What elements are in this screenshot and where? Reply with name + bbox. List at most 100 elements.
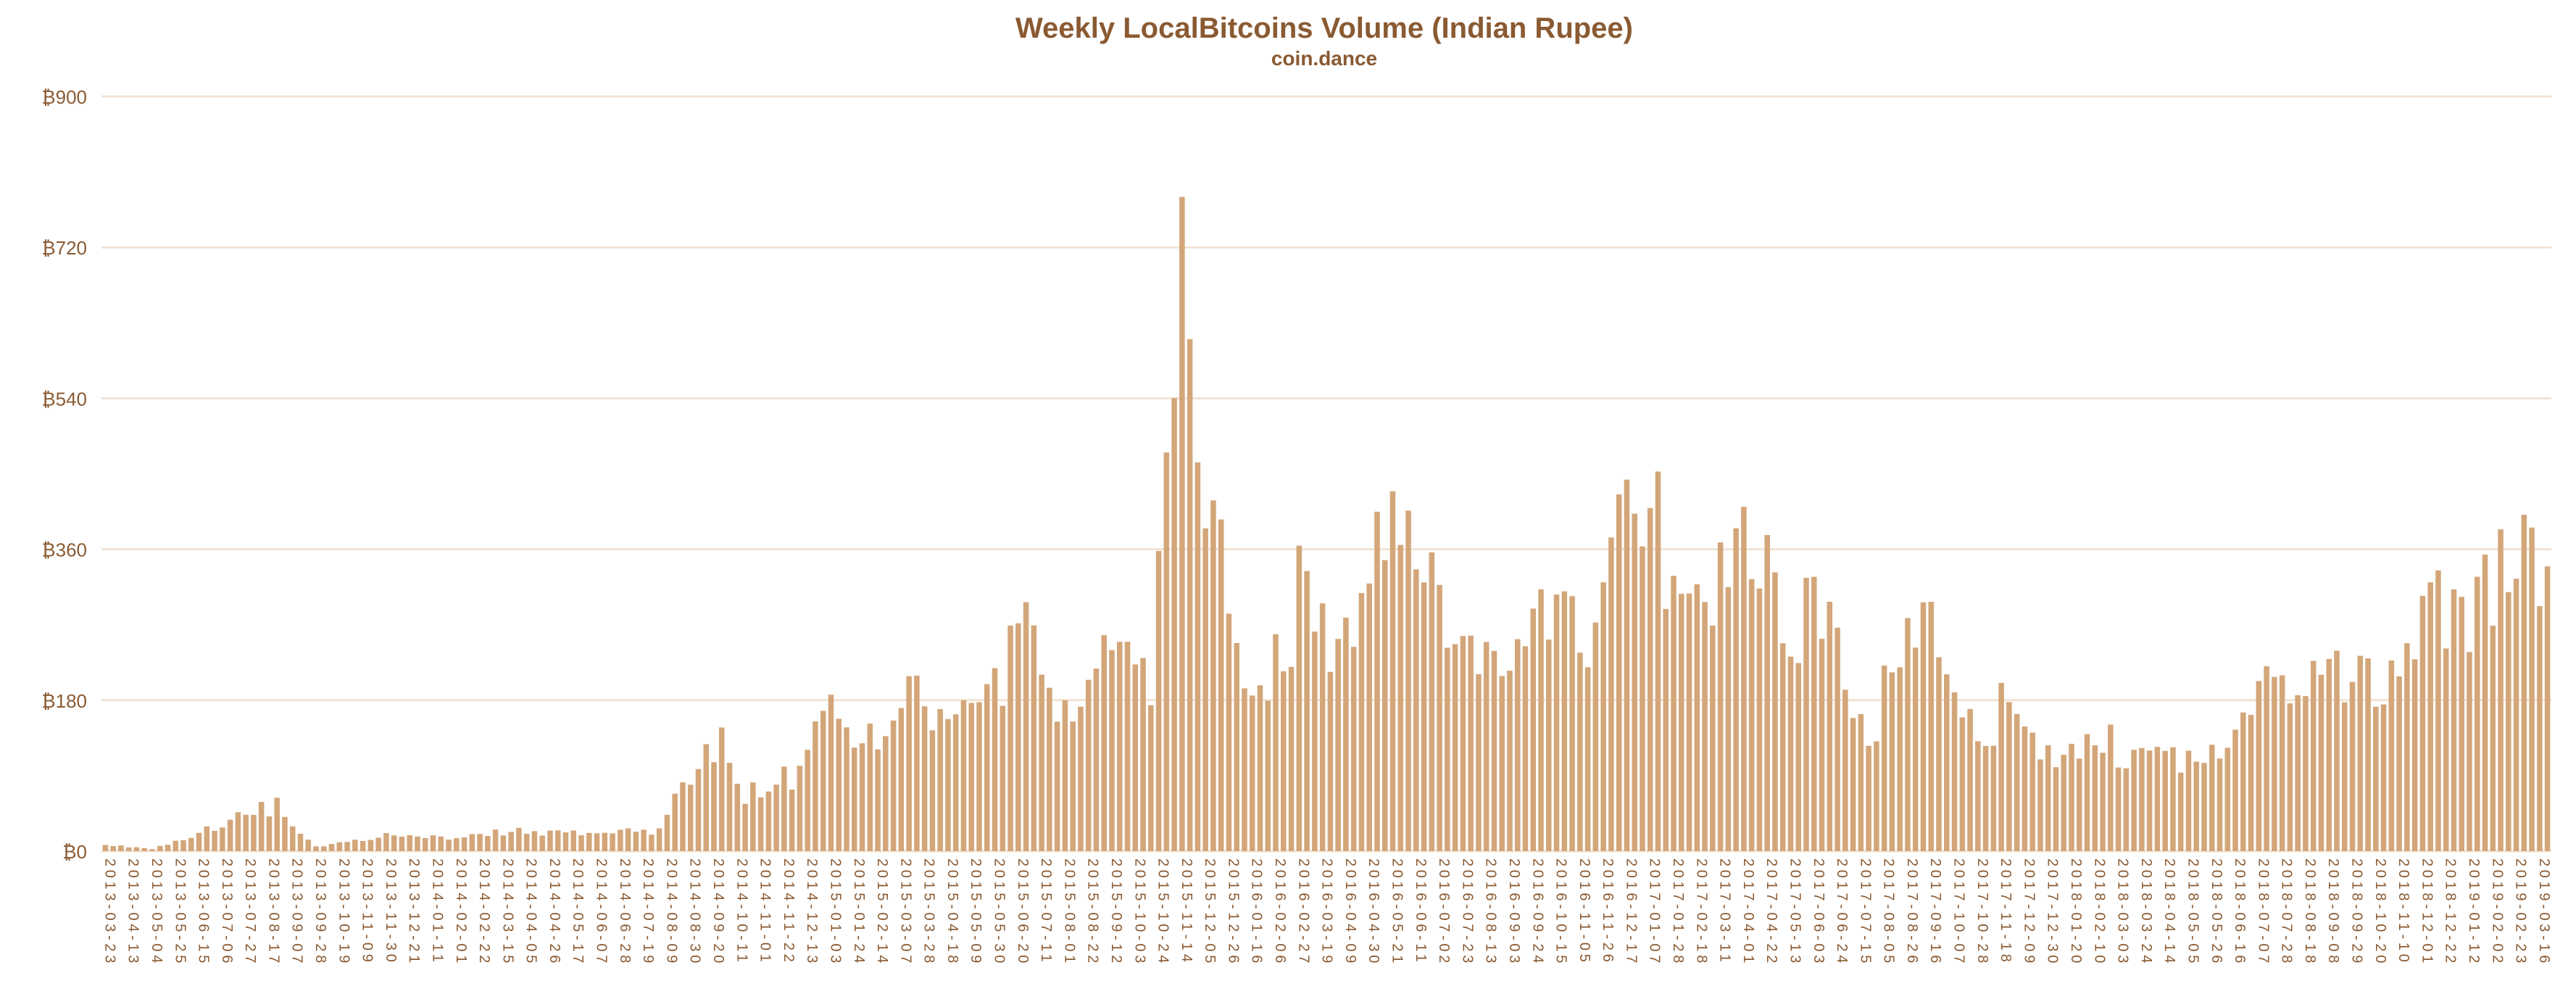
svg-text:2017-09-16: 2017-09-16 (1927, 858, 1943, 966)
svg-text:2017-12-30: 2017-12-30 (2045, 858, 2061, 966)
svg-text:2019-02-23: 2019-02-23 (2513, 858, 2529, 966)
svg-text:2017-06-24: 2017-06-24 (1834, 858, 1850, 966)
svg-text:2015-10-24: 2015-10-24 (1155, 858, 1171, 966)
svg-text:2016-08-13: 2016-08-13 (1483, 858, 1499, 966)
svg-text:2016-02-27: 2016-02-27 (1295, 858, 1311, 966)
svg-text:2015-04-18: 2015-04-18 (944, 858, 960, 966)
svg-text:2013-06-15: 2013-06-15 (196, 858, 212, 966)
svg-text:2016-03-19: 2016-03-19 (1319, 858, 1335, 966)
svg-text:2018-05-26: 2018-05-26 (2209, 858, 2224, 966)
svg-text:2015-01-03: 2015-01-03 (827, 858, 843, 966)
svg-text:2016-12-17: 2016-12-17 (1623, 858, 1639, 966)
svg-text:2015-03-07: 2015-03-07 (897, 858, 913, 966)
svg-text:2013-09-07: 2013-09-07 (289, 858, 305, 966)
svg-text:2014-03-15: 2014-03-15 (499, 858, 515, 966)
svg-text:2013-08-17: 2013-08-17 (265, 858, 281, 966)
svg-text:₿0: ₿0 (62, 841, 87, 863)
svg-text:2016-07-23: 2016-07-23 (1459, 858, 1475, 966)
svg-text:2018-02-10: 2018-02-10 (2091, 858, 2107, 966)
svg-text:2014-01-11: 2014-01-11 (429, 858, 445, 966)
svg-text:2017-04-22: 2017-04-22 (1763, 858, 1779, 966)
svg-text:2017-11-18: 2017-11-18 (1998, 858, 2014, 966)
svg-text:2014-10-11: 2014-10-11 (734, 858, 749, 966)
svg-text:2015-12-05: 2015-12-05 (1202, 858, 1218, 966)
svg-text:₿900: ₿900 (41, 86, 87, 108)
svg-text:2013-03-23: 2013-03-23 (101, 858, 117, 966)
svg-text:2018-01-20: 2018-01-20 (2068, 858, 2084, 966)
svg-text:2017-01-28: 2017-01-28 (1670, 858, 1686, 966)
svg-text:₿360: ₿360 (41, 539, 87, 561)
svg-text:2013-11-09: 2013-11-09 (360, 858, 375, 966)
svg-text:2018-12-22: 2018-12-22 (2443, 858, 2459, 966)
svg-text:2018-07-07: 2018-07-07 (2255, 858, 2271, 966)
svg-text:2018-07-28: 2018-07-28 (2279, 858, 2295, 966)
svg-text:2014-11-01: 2014-11-01 (757, 858, 773, 966)
svg-text:2014-06-28: 2014-06-28 (617, 858, 633, 966)
svg-text:2013-12-21: 2013-12-21 (406, 858, 422, 966)
svg-text:coin.dance: coin.dance (1271, 47, 1377, 70)
svg-text:2016-06-11: 2016-06-11 (1413, 858, 1429, 966)
svg-text:2016-02-06: 2016-02-06 (1272, 858, 1288, 966)
svg-text:2013-05-04: 2013-05-04 (149, 858, 165, 966)
svg-text:2016-07-02: 2016-07-02 (1436, 858, 1452, 966)
svg-text:2016-11-26: 2016-11-26 (1600, 858, 1616, 966)
svg-text:2015-12-26: 2015-12-26 (1225, 858, 1241, 966)
svg-text:2018-12-01: 2018-12-01 (2419, 858, 2435, 966)
svg-text:2018-10-20: 2018-10-20 (2372, 858, 2388, 966)
svg-text:2016-01-16: 2016-01-16 (1249, 858, 1265, 966)
svg-text:2017-02-18: 2017-02-18 (1693, 858, 1709, 966)
svg-text:2014-12-13: 2014-12-13 (804, 858, 820, 966)
svg-text:2014-06-07: 2014-06-07 (594, 858, 610, 966)
svg-text:2013-07-27: 2013-07-27 (242, 858, 258, 966)
svg-text:2018-09-08: 2018-09-08 (2325, 858, 2341, 966)
svg-text:2018-08-18: 2018-08-18 (2302, 858, 2318, 966)
svg-text:2016-04-09: 2016-04-09 (1342, 858, 1358, 966)
svg-text:2014-08-09: 2014-08-09 (663, 858, 679, 966)
svg-text:2016-11-05: 2016-11-05 (1576, 858, 1592, 966)
svg-text:2015-02-14: 2015-02-14 (874, 858, 890, 966)
svg-text:2013-04-13: 2013-04-13 (125, 858, 141, 966)
svg-text:2014-07-19: 2014-07-19 (640, 858, 656, 966)
svg-text:2014-04-26: 2014-04-26 (547, 858, 562, 966)
svg-text:2015-07-11: 2015-07-11 (1038, 858, 1054, 966)
svg-text:2014-08-30: 2014-08-30 (687, 858, 703, 966)
svg-text:2016-09-24: 2016-09-24 (1529, 858, 1545, 966)
svg-text:2019-01-12: 2019-01-12 (2466, 858, 2482, 966)
svg-text:2017-10-07: 2017-10-07 (1951, 858, 1967, 966)
svg-text:2017-01-07: 2017-01-07 (1647, 858, 1663, 966)
svg-text:2014-02-01: 2014-02-01 (453, 858, 469, 966)
svg-text:2014-11-22: 2014-11-22 (781, 858, 797, 966)
svg-text:₿180: ₿180 (41, 690, 87, 712)
svg-text:2013-10-19: 2013-10-19 (336, 858, 352, 966)
svg-text:2013-07-06: 2013-07-06 (219, 858, 235, 966)
svg-text:2017-08-26: 2017-08-26 (1904, 858, 1920, 966)
svg-text:2018-09-29: 2018-09-29 (2349, 858, 2365, 966)
svg-text:₿540: ₿540 (41, 388, 87, 410)
svg-text:2015-03-28: 2015-03-28 (921, 858, 937, 966)
svg-text:Weekly LocalBitcoins Volume (I: Weekly LocalBitcoins Volume (Indian Rupe… (1015, 12, 1633, 44)
svg-text:2018-03-24: 2018-03-24 (2138, 858, 2154, 966)
svg-text:2017-10-28: 2017-10-28 (1974, 858, 1990, 966)
svg-text:2014-04-05: 2014-04-05 (523, 858, 539, 966)
svg-text:2019-02-02: 2019-02-02 (2489, 858, 2505, 966)
svg-text:2016-05-21: 2016-05-21 (1389, 858, 1405, 966)
svg-text:2015-08-22: 2015-08-22 (1085, 858, 1101, 966)
svg-text:2017-06-03: 2017-06-03 (1811, 858, 1827, 966)
svg-text:2016-09-03: 2016-09-03 (1506, 858, 1522, 966)
svg-text:2015-05-09: 2015-05-09 (968, 858, 984, 966)
svg-text:2019-03-16: 2019-03-16 (2536, 858, 2552, 966)
svg-text:2015-05-30: 2015-05-30 (992, 858, 1007, 966)
svg-text:2013-09-28: 2013-09-28 (312, 858, 328, 966)
svg-text:2013-11-30: 2013-11-30 (383, 858, 399, 966)
svg-text:2017-12-09: 2017-12-09 (2021, 858, 2037, 966)
svg-text:2016-10-15: 2016-10-15 (1553, 858, 1569, 966)
svg-text:2016-04-30: 2016-04-30 (1366, 858, 1382, 966)
svg-text:2015-08-01: 2015-08-01 (1061, 858, 1077, 966)
svg-text:₿720: ₿720 (41, 237, 87, 259)
svg-text:2014-02-22: 2014-02-22 (476, 858, 492, 966)
svg-text:2015-10-03: 2015-10-03 (1131, 858, 1147, 966)
svg-text:2017-07-15: 2017-07-15 (1857, 858, 1873, 966)
svg-text:2018-03-03: 2018-03-03 (2115, 858, 2131, 966)
svg-text:2014-05-17: 2014-05-17 (570, 858, 586, 966)
svg-text:2018-04-14: 2018-04-14 (2161, 858, 2177, 966)
